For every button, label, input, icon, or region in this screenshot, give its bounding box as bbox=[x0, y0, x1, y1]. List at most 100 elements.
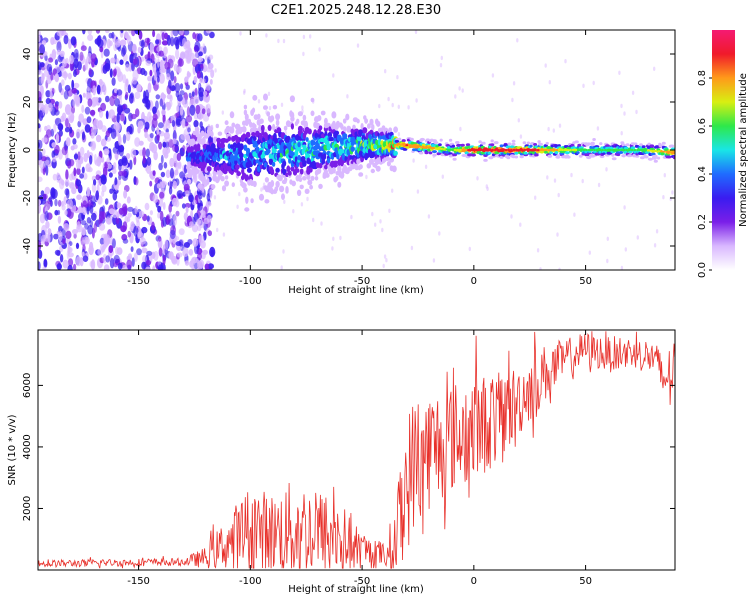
ridge-blob bbox=[616, 153, 621, 157]
noise-blob bbox=[103, 148, 110, 156]
noise-blob bbox=[179, 90, 185, 96]
ridge-blob bbox=[221, 185, 227, 192]
ridge-blob bbox=[650, 152, 656, 156]
ridge-blob bbox=[578, 154, 583, 158]
ridge-blob bbox=[279, 185, 285, 193]
noise-blob bbox=[40, 156, 47, 162]
noise-blob bbox=[65, 137, 71, 147]
ridge-blob bbox=[268, 157, 274, 165]
noise-blob bbox=[197, 260, 203, 270]
ridge-blob bbox=[438, 143, 442, 147]
ridge-blob bbox=[460, 143, 465, 147]
noise-blob bbox=[44, 125, 48, 131]
noise-blob bbox=[175, 241, 182, 247]
ridge-core bbox=[668, 150, 671, 154]
noise-blob bbox=[151, 221, 155, 231]
speckle-blob bbox=[280, 265, 283, 270]
speckle-blob bbox=[597, 182, 601, 188]
noise-blob bbox=[192, 238, 199, 247]
ridge-core bbox=[413, 145, 417, 148]
ridge-blob bbox=[592, 138, 596, 141]
ridge-blob bbox=[324, 164, 328, 170]
noise-blob bbox=[91, 142, 96, 149]
ridge-blob bbox=[570, 143, 575, 147]
ridge-blob bbox=[440, 153, 445, 157]
noise-blob bbox=[175, 118, 182, 127]
snr-ylabel: SNR (10 * v/v) bbox=[7, 414, 18, 485]
noise-blob bbox=[130, 246, 134, 253]
noise-blob bbox=[186, 70, 190, 79]
noise-blob bbox=[140, 232, 144, 240]
noise-blob bbox=[136, 219, 141, 229]
noise-blob bbox=[95, 174, 101, 181]
noise-blob bbox=[63, 223, 70, 232]
noise-blob bbox=[153, 250, 159, 261]
noise-blob bbox=[159, 210, 164, 222]
ridge-blob bbox=[267, 124, 272, 131]
ridge-blob bbox=[194, 168, 200, 174]
noise-blob bbox=[76, 224, 83, 233]
noise-blob bbox=[75, 128, 81, 139]
noise-blob bbox=[85, 91, 91, 101]
ridge-blob bbox=[299, 168, 304, 175]
noise-blob bbox=[181, 118, 186, 129]
noise-blob bbox=[56, 49, 61, 55]
noise-blob bbox=[158, 162, 163, 171]
noise-blob bbox=[73, 263, 77, 270]
noise-blob bbox=[97, 97, 102, 103]
noise-blob bbox=[64, 118, 69, 128]
ridge-blob bbox=[197, 182, 202, 189]
noise-blob bbox=[137, 120, 144, 130]
speckle-blob bbox=[416, 189, 420, 194]
ridge-blob bbox=[288, 158, 292, 164]
ridge-core bbox=[609, 148, 612, 152]
ridge-core bbox=[488, 148, 492, 152]
noise-blob bbox=[64, 209, 68, 216]
ridge-blob bbox=[220, 142, 226, 149]
speckle-blob bbox=[396, 75, 399, 80]
ridge-blob bbox=[320, 110, 326, 116]
noise-blob bbox=[205, 103, 211, 114]
noise-blob bbox=[172, 180, 178, 190]
ridge-blob bbox=[451, 144, 455, 148]
noise-blob bbox=[51, 49, 57, 60]
noise-blob bbox=[135, 108, 140, 117]
noise-blob bbox=[87, 98, 93, 107]
x-tick-label: 50 bbox=[579, 576, 592, 587]
ridge-blob bbox=[653, 159, 658, 163]
ridge-core bbox=[606, 148, 610, 152]
speckle-blob bbox=[459, 126, 462, 132]
speckle-blob bbox=[636, 235, 639, 240]
snr-frame bbox=[37, 329, 676, 571]
ridge-blob bbox=[281, 193, 285, 200]
ridge-blob bbox=[223, 169, 228, 175]
speckle-blob bbox=[388, 208, 391, 213]
ridge-blob bbox=[388, 127, 393, 133]
ridge-blob bbox=[260, 124, 265, 132]
noise-blob bbox=[81, 166, 85, 174]
ridge-blob bbox=[234, 159, 238, 166]
ridge-blob bbox=[394, 139, 400, 143]
noise-blob bbox=[96, 155, 102, 167]
ridge-core bbox=[587, 148, 591, 152]
x-tick-label: 0 bbox=[471, 276, 477, 287]
ridge-core bbox=[644, 149, 647, 152]
noise-blob bbox=[189, 104, 196, 116]
noise-blob bbox=[165, 169, 171, 179]
noise-blob bbox=[53, 233, 59, 240]
ridge-blob bbox=[656, 156, 661, 160]
speckle-blob bbox=[461, 88, 464, 93]
ridge-blob bbox=[215, 123, 219, 129]
noise-blob bbox=[147, 111, 152, 122]
noise-blob bbox=[147, 82, 152, 94]
ridge-blob bbox=[625, 143, 630, 147]
noise-blob bbox=[69, 173, 74, 181]
ridge-blob bbox=[311, 140, 316, 146]
noise-blob bbox=[210, 249, 214, 257]
noise-blob bbox=[126, 259, 133, 269]
speckle-blob bbox=[539, 267, 542, 270]
ridge-blob bbox=[253, 123, 257, 129]
ridge-blob bbox=[241, 182, 247, 189]
ridge-blob bbox=[229, 126, 235, 134]
noise-blob bbox=[149, 69, 153, 77]
